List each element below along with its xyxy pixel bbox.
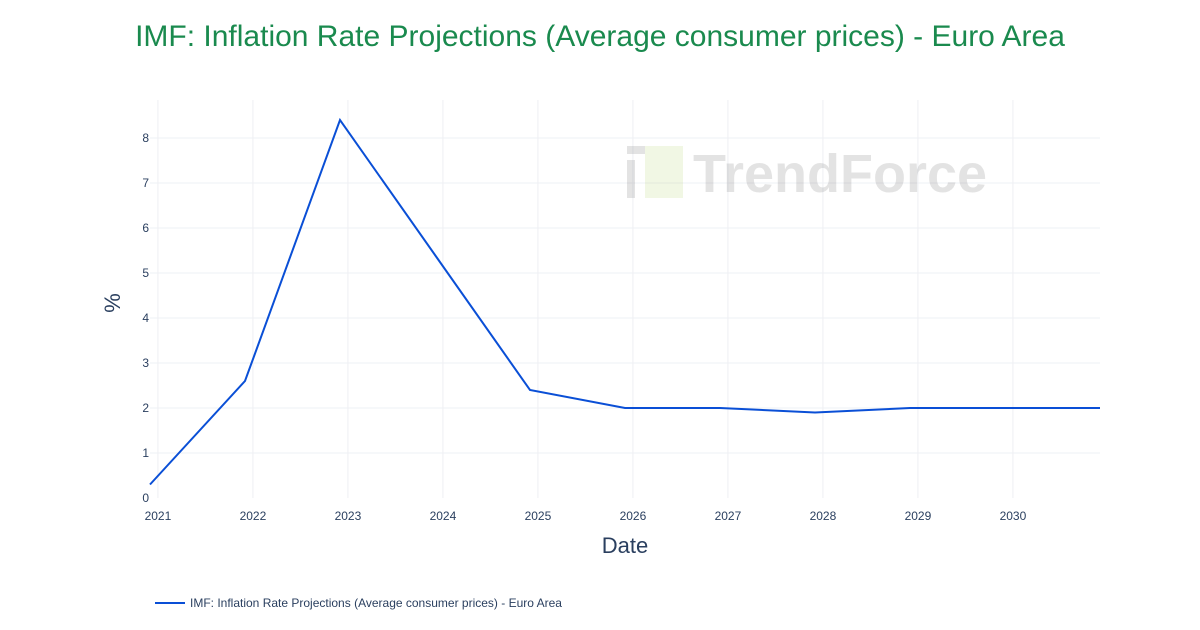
y-tick-label: 4 [142, 311, 149, 325]
y-tick-label: 6 [142, 221, 149, 235]
legend[interactable]: IMF: Inflation Rate Projections (Average… [155, 596, 562, 610]
x-tick-label: 2029 [905, 509, 932, 523]
y-tick-label: 3 [142, 356, 149, 370]
chart-title: IMF: Inflation Rate Projections (Average… [135, 20, 1065, 53]
x-axis-title: Date [602, 533, 648, 558]
legend-swatch [155, 602, 185, 604]
y-tick-label: 7 [142, 176, 149, 190]
x-tick-label: 2026 [620, 509, 647, 523]
x-tick-label: 2023 [335, 509, 362, 523]
x-tick-label: 2027 [715, 509, 742, 523]
x-tick-label: 2030 [1000, 509, 1027, 523]
x-tick-label: 2024 [430, 509, 457, 523]
x-tick-label: 2021 [145, 509, 172, 523]
y-tick-label: 1 [142, 446, 149, 460]
svg-text:TrendForce: TrendForce [693, 144, 987, 204]
x-tick-label: 2025 [525, 509, 552, 523]
series-line [149, 117, 1100, 486]
x-tick-label: 2028 [810, 509, 837, 523]
x-tick-label: 2022 [240, 509, 267, 523]
y-tick-label: 2 [142, 401, 149, 415]
watermark-logo: TrendForce [627, 144, 987, 204]
legend-label: IMF: Inflation Rate Projections (Average… [190, 596, 562, 610]
y-tick-label: 8 [142, 131, 149, 145]
y-axis-title: % [100, 293, 125, 313]
y-tick-label: 5 [142, 266, 149, 280]
y-tick-label: 0 [142, 491, 149, 505]
